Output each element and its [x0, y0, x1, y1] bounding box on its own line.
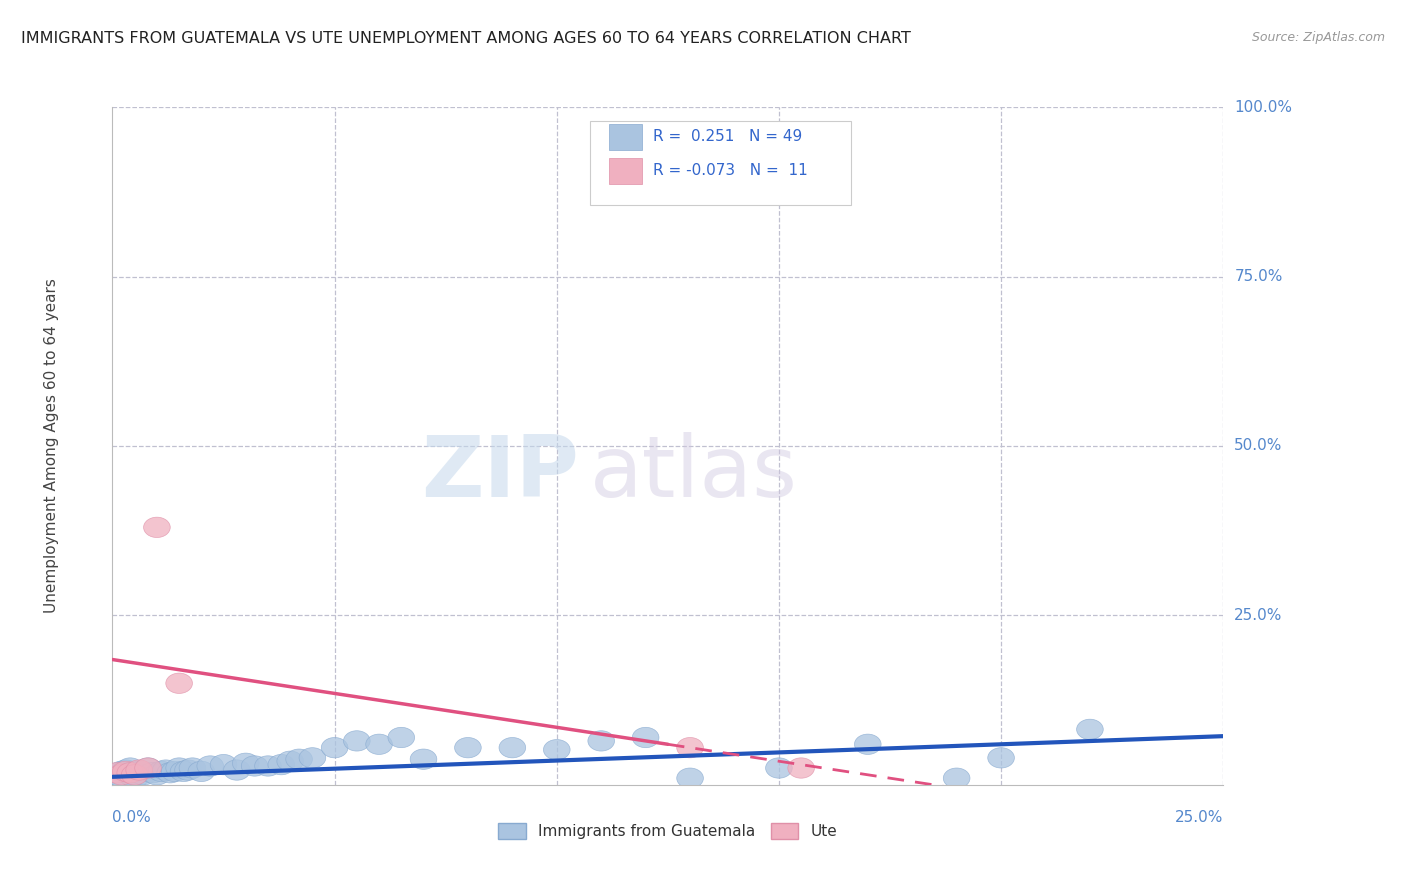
Ellipse shape: [179, 758, 205, 778]
Ellipse shape: [499, 738, 526, 758]
Ellipse shape: [322, 738, 347, 758]
Text: 75.0%: 75.0%: [1234, 269, 1282, 284]
Text: 100.0%: 100.0%: [1234, 100, 1292, 114]
Ellipse shape: [544, 739, 569, 760]
Ellipse shape: [108, 766, 135, 787]
Text: Source: ZipAtlas.com: Source: ZipAtlas.com: [1251, 31, 1385, 45]
Ellipse shape: [197, 756, 224, 776]
Ellipse shape: [131, 764, 157, 785]
Ellipse shape: [676, 738, 703, 758]
Text: R = -0.073   N =  11: R = -0.073 N = 11: [654, 163, 808, 178]
Ellipse shape: [254, 756, 281, 776]
Text: 25.0%: 25.0%: [1234, 608, 1282, 623]
Ellipse shape: [117, 763, 143, 783]
Text: IMMIGRANTS FROM GUATEMALA VS UTE UNEMPLOYMENT AMONG AGES 60 TO 64 YEARS CORRELAT: IMMIGRANTS FROM GUATEMALA VS UTE UNEMPLO…: [21, 31, 911, 46]
Ellipse shape: [299, 747, 326, 768]
Ellipse shape: [143, 517, 170, 538]
Text: Unemployment Among Ages 60 to 64 years: Unemployment Among Ages 60 to 64 years: [44, 278, 59, 614]
Ellipse shape: [139, 763, 166, 783]
Bar: [609, 158, 643, 184]
Legend: Immigrants from Guatemala, Ute: Immigrants from Guatemala, Ute: [492, 817, 844, 845]
Ellipse shape: [943, 768, 970, 789]
Ellipse shape: [277, 751, 304, 772]
Text: atlas: atlas: [591, 432, 799, 515]
Ellipse shape: [411, 749, 437, 770]
Ellipse shape: [121, 768, 148, 789]
Ellipse shape: [855, 734, 882, 755]
Ellipse shape: [269, 755, 295, 775]
FancyBboxPatch shape: [591, 120, 851, 205]
Ellipse shape: [188, 761, 215, 781]
Ellipse shape: [166, 673, 193, 693]
Ellipse shape: [242, 756, 269, 776]
Ellipse shape: [224, 760, 250, 780]
Ellipse shape: [108, 764, 135, 785]
Ellipse shape: [162, 761, 188, 781]
Ellipse shape: [366, 734, 392, 755]
Ellipse shape: [117, 764, 143, 785]
Ellipse shape: [343, 731, 370, 751]
Ellipse shape: [454, 738, 481, 758]
Bar: [609, 124, 643, 150]
Ellipse shape: [166, 758, 193, 778]
Ellipse shape: [104, 764, 131, 785]
Ellipse shape: [135, 758, 162, 778]
Ellipse shape: [388, 727, 415, 747]
Ellipse shape: [211, 755, 236, 775]
Ellipse shape: [170, 761, 197, 781]
Ellipse shape: [633, 727, 659, 747]
Ellipse shape: [121, 764, 148, 785]
Ellipse shape: [125, 760, 152, 780]
Ellipse shape: [143, 764, 170, 785]
Ellipse shape: [766, 758, 792, 778]
Ellipse shape: [108, 761, 135, 781]
Ellipse shape: [588, 731, 614, 751]
Ellipse shape: [174, 760, 201, 780]
Ellipse shape: [121, 763, 148, 783]
Text: R =  0.251   N = 49: R = 0.251 N = 49: [654, 129, 803, 145]
Ellipse shape: [112, 760, 139, 780]
Ellipse shape: [125, 761, 152, 781]
Ellipse shape: [676, 768, 703, 789]
Ellipse shape: [1077, 719, 1104, 739]
Ellipse shape: [104, 763, 131, 783]
Ellipse shape: [112, 761, 139, 781]
Ellipse shape: [988, 747, 1014, 768]
Text: 50.0%: 50.0%: [1234, 439, 1282, 453]
Text: 25.0%: 25.0%: [1175, 810, 1223, 825]
Ellipse shape: [157, 763, 184, 783]
Ellipse shape: [148, 761, 174, 781]
Ellipse shape: [117, 758, 143, 778]
Ellipse shape: [135, 758, 162, 778]
Ellipse shape: [112, 763, 139, 783]
Ellipse shape: [285, 749, 312, 770]
Ellipse shape: [232, 753, 259, 773]
Text: 0.0%: 0.0%: [112, 810, 152, 825]
Ellipse shape: [152, 760, 179, 780]
Text: ZIP: ZIP: [422, 432, 579, 515]
Ellipse shape: [787, 758, 814, 778]
